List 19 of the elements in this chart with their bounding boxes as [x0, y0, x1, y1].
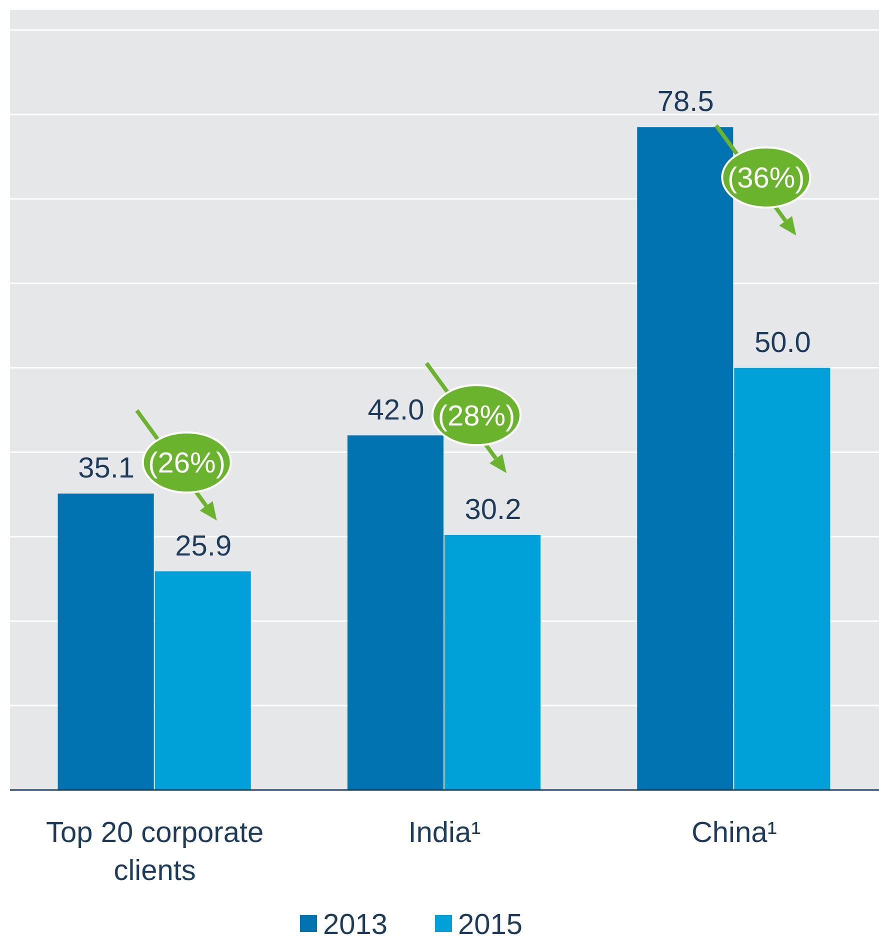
- legend-label: 2015: [458, 909, 523, 942]
- bar: [444, 534, 541, 790]
- data-label: 35.1: [78, 452, 135, 485]
- annotation: (36%): [727, 162, 805, 195]
- data-label: 42.0: [368, 394, 424, 426]
- bar: [58, 494, 154, 790]
- x-tick-label: China¹: [691, 817, 778, 849]
- data-label: 78.5: [657, 86, 714, 118]
- bar: [347, 435, 444, 790]
- annotation: (26%): [148, 448, 226, 480]
- data-label: 50.0: [754, 326, 811, 359]
- annotation: (28%): [438, 400, 516, 432]
- data-label: 30.2: [464, 494, 522, 526]
- data-label: 25.9: [175, 530, 232, 562]
- x-tick-label: India¹: [408, 817, 482, 849]
- legend-label: 2013: [323, 909, 388, 942]
- x-tick-label: Top 20 corporate clients: [46, 817, 264, 887]
- bar: [734, 368, 830, 790]
- bar: [154, 571, 251, 790]
